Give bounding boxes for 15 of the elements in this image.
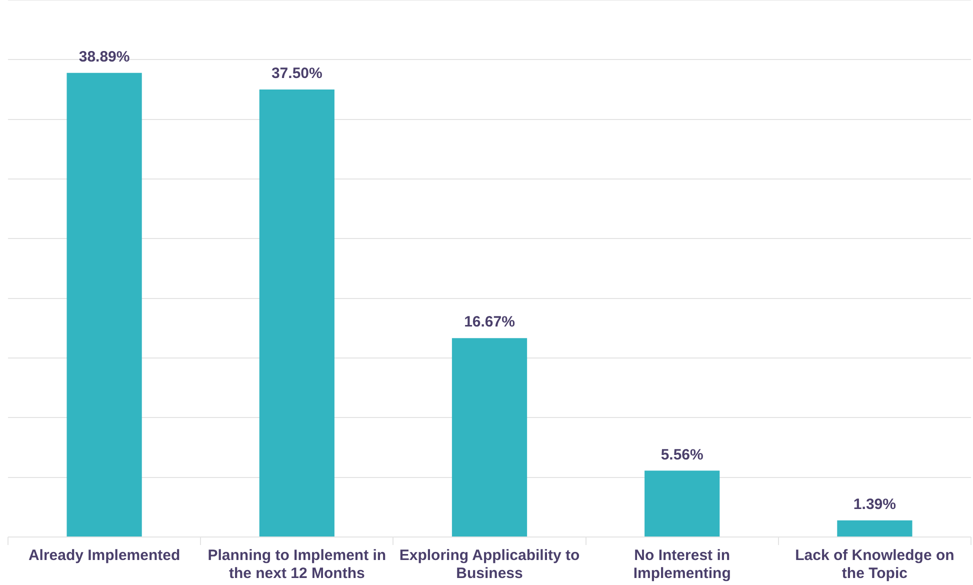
bar: [644, 470, 720, 536]
bar: [837, 520, 912, 536]
bar: [66, 72, 142, 536]
x-tick-label: No Interest in Implementing: [633, 547, 731, 582]
data-label: 37.50%: [271, 65, 322, 82]
data-label: 1.39%: [853, 496, 896, 514]
x-tick-label: Exploring Applicability to Business: [399, 547, 580, 582]
x-tick-label: Lack of Knowledge on the Topic: [795, 547, 954, 582]
data-label: 38.89%: [78, 48, 130, 66]
x-tick-label: Already Implemented: [28, 547, 180, 564]
data-label: 16.67%: [464, 314, 515, 331]
bar: [259, 90, 334, 536]
bar: [452, 338, 528, 536]
x-tick-label: Planning to Implement in the next 12 Months: [208, 547, 386, 582]
data-label: 5.56%: [660, 446, 704, 464]
